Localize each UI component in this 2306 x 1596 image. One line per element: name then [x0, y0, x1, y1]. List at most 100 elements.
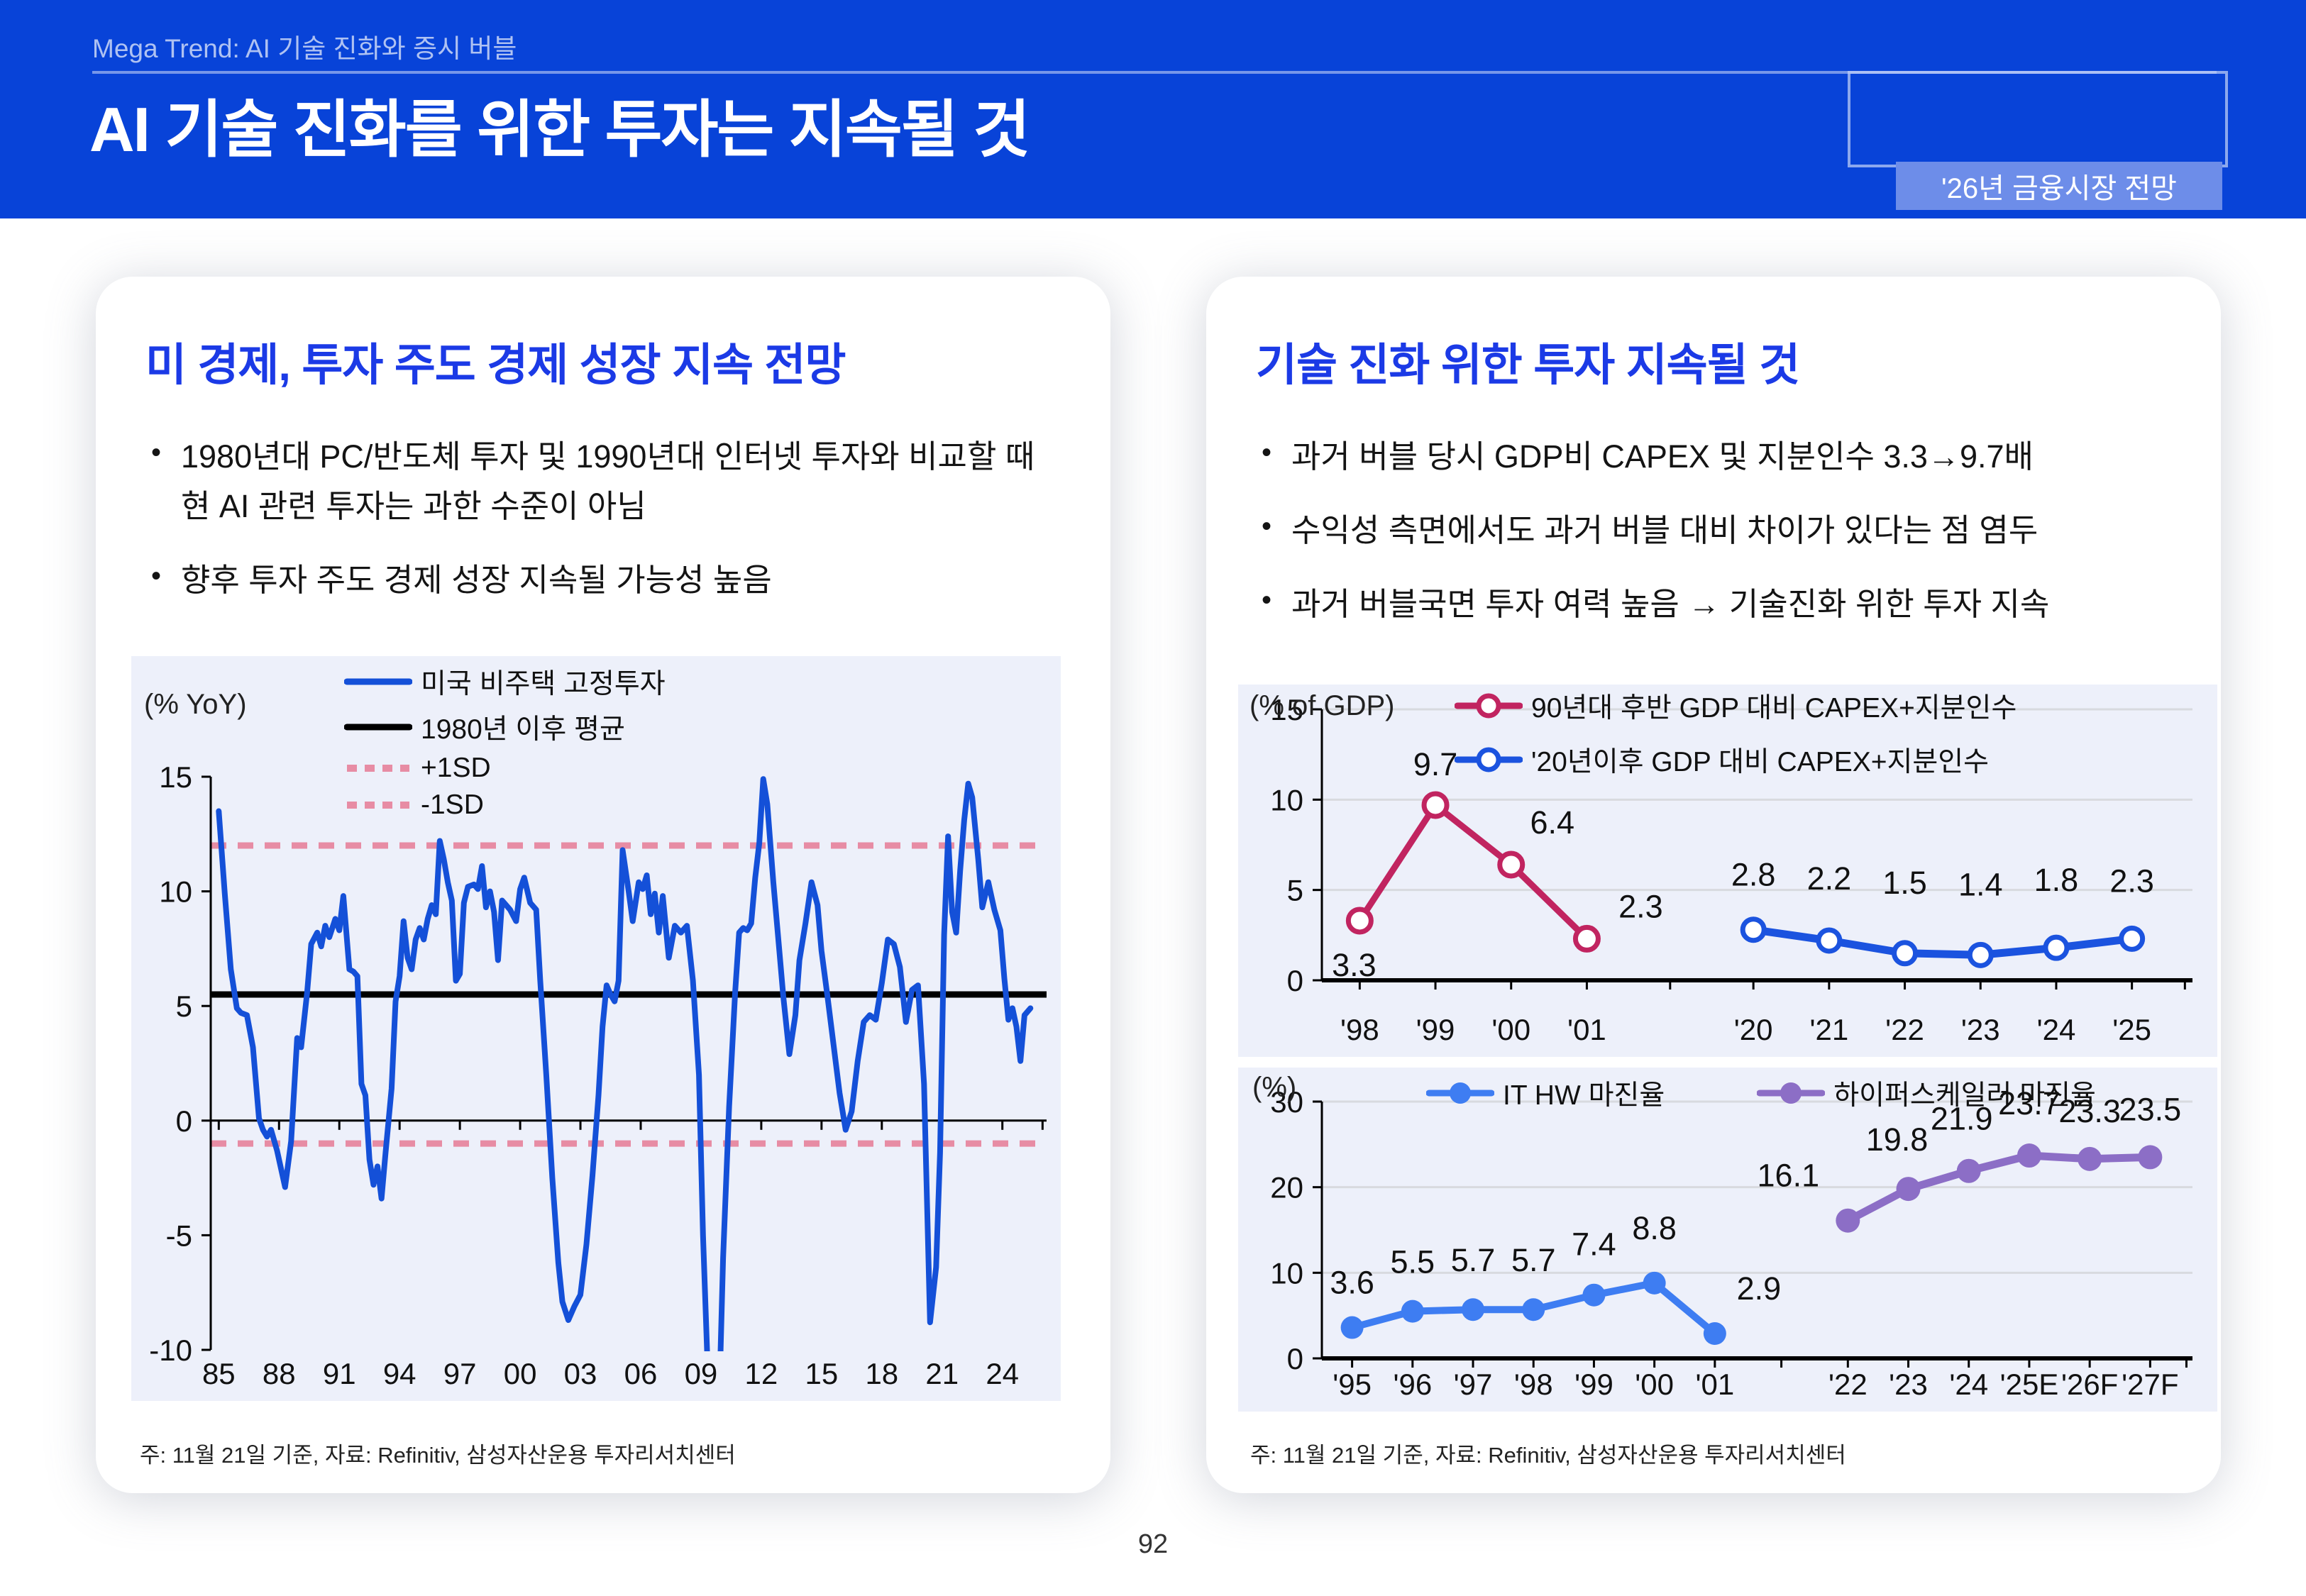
legend-item: -1SD	[344, 789, 666, 821]
svg-text:06: 06	[624, 1357, 658, 1390]
svg-text:1.4: 1.4	[1958, 866, 2003, 902]
page-title: AI 기술 진화를 위한 투자는 지속될 것	[89, 94, 1030, 165]
svg-text:'98: '98	[1514, 1368, 1553, 1401]
svg-text:5.7: 5.7	[1451, 1242, 1496, 1278]
svg-text:'99: '99	[1416, 1013, 1455, 1046]
header: Mega Trend: AI 기술 진화와 증시 버블 AI 기술 진화를 위한…	[0, 0, 2306, 218]
legend-item: 미국 비주택 고정투자	[344, 662, 666, 702]
svg-text:2.3: 2.3	[2109, 863, 2154, 899]
svg-text:8.8: 8.8	[1632, 1210, 1677, 1246]
legend-marker-swatch	[1757, 1079, 1826, 1107]
svg-text:1.8: 1.8	[2034, 862, 2079, 898]
bullet-text: 수익성 측면에서도 과거 버블 대비 차이가 있다는 점 염두	[1291, 511, 2039, 548]
svg-text:0: 0	[176, 1104, 192, 1138]
svg-text:2.2: 2.2	[1807, 860, 1852, 897]
left-panel-bullets: • 1980년대 PC/반도체 투자 및 1990년대 인터넷 투자와 비교할 …	[145, 432, 1061, 604]
svg-text:2.8: 2.8	[1731, 857, 1776, 893]
svg-text:5: 5	[176, 990, 192, 1023]
svg-text:'24: '24	[2037, 1013, 2076, 1046]
legend-label: IT HW 마진율	[1503, 1080, 1665, 1111]
page-number: 92	[1137, 1529, 1169, 1559]
svg-text:23.7: 23.7	[1998, 1085, 2060, 1121]
svg-text:-10: -10	[149, 1334, 192, 1367]
header-outline-box	[1848, 71, 2228, 167]
source-footnote: 주: 11월 21일 기준, 자료: Refinitiv, 삼성자산운용 투자리…	[140, 1443, 736, 1468]
source-footnote: 주: 11월 21일 기준, 자료: Refinitiv, 삼성자산운용 투자리…	[1250, 1443, 1846, 1468]
right-panel: 기술 진화 위한 투자 지속될 것 • 과거 버블 당시 GDP비 CAPEX …	[1206, 277, 2221, 1493]
bullet-text: 1980년대 PC/반도체 투자 및 1990년대 인터넷 투자와 비교할 때 …	[181, 438, 1035, 524]
y-axis-unit-label: (% of GDP)	[1249, 690, 1395, 721]
svg-text:'25: '25	[2112, 1013, 2151, 1046]
svg-text:'26F: '26F	[2061, 1368, 2118, 1401]
legend-label: -1SD	[421, 789, 484, 820]
bullet-dot-icon: •	[151, 437, 162, 468]
svg-text:09: 09	[685, 1357, 718, 1390]
svg-text:0: 0	[1287, 1342, 1303, 1375]
svg-text:'00: '00	[1491, 1013, 1530, 1046]
bullet-item: • 수익성 측면에서도 과거 버블 대비 차이가 있다는 점 염두	[1256, 506, 2171, 555]
bullet-text: 과거 버블 당시 GDP비 CAPEX 및 지분인수 3.3→9.7배	[1291, 438, 2034, 475]
legend-marker-swatch	[1426, 1079, 1494, 1107]
svg-text:'95: '95	[1333, 1368, 1372, 1401]
svg-text:7.4: 7.4	[1572, 1226, 1616, 1263]
bullet-dot-icon: •	[1262, 437, 1272, 468]
chart-legend: IT HW 마진율 하이퍼스케일러 마진율	[1426, 1073, 2096, 1113]
svg-text:85: 85	[202, 1357, 236, 1390]
right-panel-title: 기술 진화 위한 투자 지속될 것	[1256, 340, 1800, 390]
legend-item: 1980년 이후 평균	[344, 707, 666, 747]
line-plot: 0 10 20 30 '95 '96 '97 '98 '99 '00 '01 '22 '23 '24 '25…	[1238, 1068, 2217, 1412]
svg-text:10: 10	[159, 875, 192, 909]
svg-text:94: 94	[383, 1357, 416, 1390]
y-axis-unit-label: (%)	[1252, 1072, 1297, 1103]
legend-item: 하이퍼스케일러 마진율	[1757, 1073, 2096, 1113]
svg-text:5.7: 5.7	[1511, 1242, 1556, 1278]
svg-text:18: 18	[865, 1357, 898, 1390]
svg-text:10: 10	[1270, 783, 1303, 816]
svg-text:15: 15	[805, 1357, 838, 1390]
svg-text:16.1: 16.1	[1758, 1158, 1820, 1194]
svg-text:24: 24	[986, 1357, 1019, 1390]
svg-text:'27F: '27F	[2122, 1368, 2178, 1401]
svg-text:21: 21	[925, 1357, 959, 1390]
svg-text:2.9: 2.9	[1737, 1270, 1782, 1307]
left-panel: 미 경제, 투자 주도 경제 성장 지속 전망 • 1980년대 PC/반도체 …	[96, 277, 1110, 1493]
right-panel-bullets: • 과거 버블 당시 GDP비 CAPEX 및 지분인수 3.3→9.7배 • …	[1256, 432, 2171, 628]
bullet-item: • 과거 버블 당시 GDP비 CAPEX 및 지분인수 3.3→9.7배	[1256, 432, 2171, 482]
svg-text:'22: '22	[1885, 1013, 1924, 1046]
bullet-text: 향후 투자 주도 경제 성장 지속될 가능성 높음	[181, 561, 772, 598]
svg-text:9.7: 9.7	[1413, 746, 1458, 782]
svg-text:21.9: 21.9	[1931, 1101, 1993, 1137]
svg-text:10: 10	[1270, 1256, 1303, 1290]
svg-text:3.6: 3.6	[1330, 1265, 1374, 1301]
chart-legend: 미국 비주택 고정투자 1980년 이후 평균 +1SD -1SD	[344, 662, 666, 821]
svg-text:'25E: '25E	[2000, 1368, 2059, 1401]
header-rule	[92, 71, 2217, 74]
svg-text:'99: '99	[1574, 1368, 1613, 1401]
svg-text:6.4: 6.4	[1530, 804, 1574, 841]
legend-label: '20년이후 GDP 대비 CAPEX+지분인수	[1531, 747, 1990, 777]
svg-text:'01: '01	[1695, 1368, 1734, 1401]
svg-text:91: 91	[323, 1357, 356, 1390]
y-axis-unit-label: (% YoY)	[144, 689, 247, 720]
bullet-dot-icon: •	[1262, 584, 1272, 616]
legend-line-swatch	[344, 713, 412, 741]
bullet-item: • 과거 버블국면 투자 여력 높음 → 기술진화 위한 투자 지속	[1256, 580, 2171, 629]
svg-text:1.5: 1.5	[1882, 865, 1927, 901]
svg-text:'22: '22	[1828, 1368, 1868, 1401]
svg-text:23.3: 23.3	[2058, 1093, 2121, 1129]
legend-item: 90년대 후반 GDP 대비 CAPEX+지분인수	[1455, 686, 2017, 726]
svg-text:97: 97	[443, 1357, 477, 1390]
bullet-item: • 1980년대 PC/반도체 투자 및 1990년대 인터넷 투자와 비교할 …	[145, 432, 1061, 531]
svg-text:12: 12	[745, 1357, 778, 1390]
legend-marker-swatch	[1455, 692, 1523, 720]
svg-text:'00: '00	[1635, 1368, 1674, 1401]
svg-text:'96: '96	[1393, 1368, 1432, 1401]
bullet-dot-icon: •	[151, 560, 162, 592]
legend-line-swatch	[344, 667, 412, 696]
svg-text:03: 03	[564, 1357, 597, 1390]
svg-text:3.3: 3.3	[1332, 947, 1377, 983]
margin-rate-chart: (%) IT HW 마진율 하이퍼스케일러 마진율 0 10 20 30 '95 '96 '…	[1238, 1068, 2217, 1412]
legend-label: 90년대 후반 GDP 대비 CAPEX+지분인수	[1531, 693, 2017, 724]
bullet-dot-icon: •	[1262, 510, 1272, 542]
